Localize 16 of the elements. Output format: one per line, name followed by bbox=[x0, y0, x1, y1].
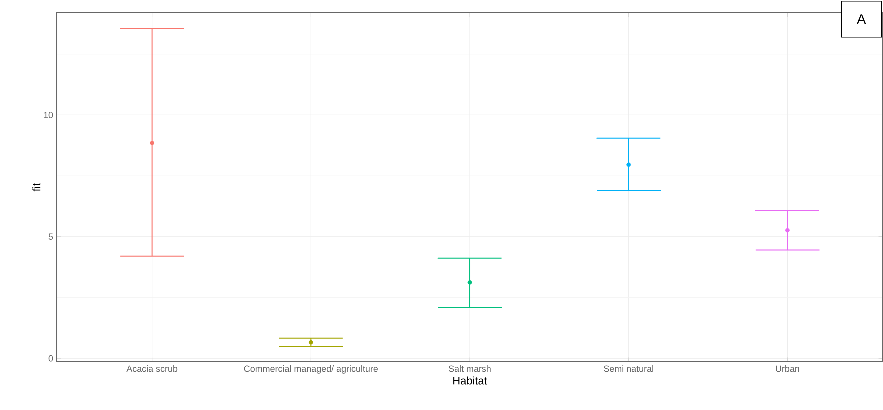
x-axis-title: Habitat bbox=[454, 376, 488, 385]
y-axis-title: fit bbox=[32, 183, 41, 192]
y-tick-label: 5 bbox=[48, 234, 54, 240]
point bbox=[150, 141, 155, 146]
point bbox=[786, 228, 790, 233]
y-tick-label: 10 bbox=[44, 112, 54, 118]
x-tick-label: Semi natural bbox=[604, 366, 654, 372]
point bbox=[468, 280, 472, 285]
x-tick-label: Acacia scrub bbox=[126, 366, 178, 372]
point bbox=[626, 162, 632, 168]
x-tick-label: Urban bbox=[776, 366, 800, 372]
x-tick-label: Salt marsh bbox=[448, 366, 491, 372]
x-tick-label: Commercial managed/ agriculture bbox=[244, 366, 378, 374]
y-tick-label: 0 bbox=[48, 355, 54, 362]
point bbox=[308, 340, 314, 345]
annotation: A bbox=[856, 14, 866, 24]
